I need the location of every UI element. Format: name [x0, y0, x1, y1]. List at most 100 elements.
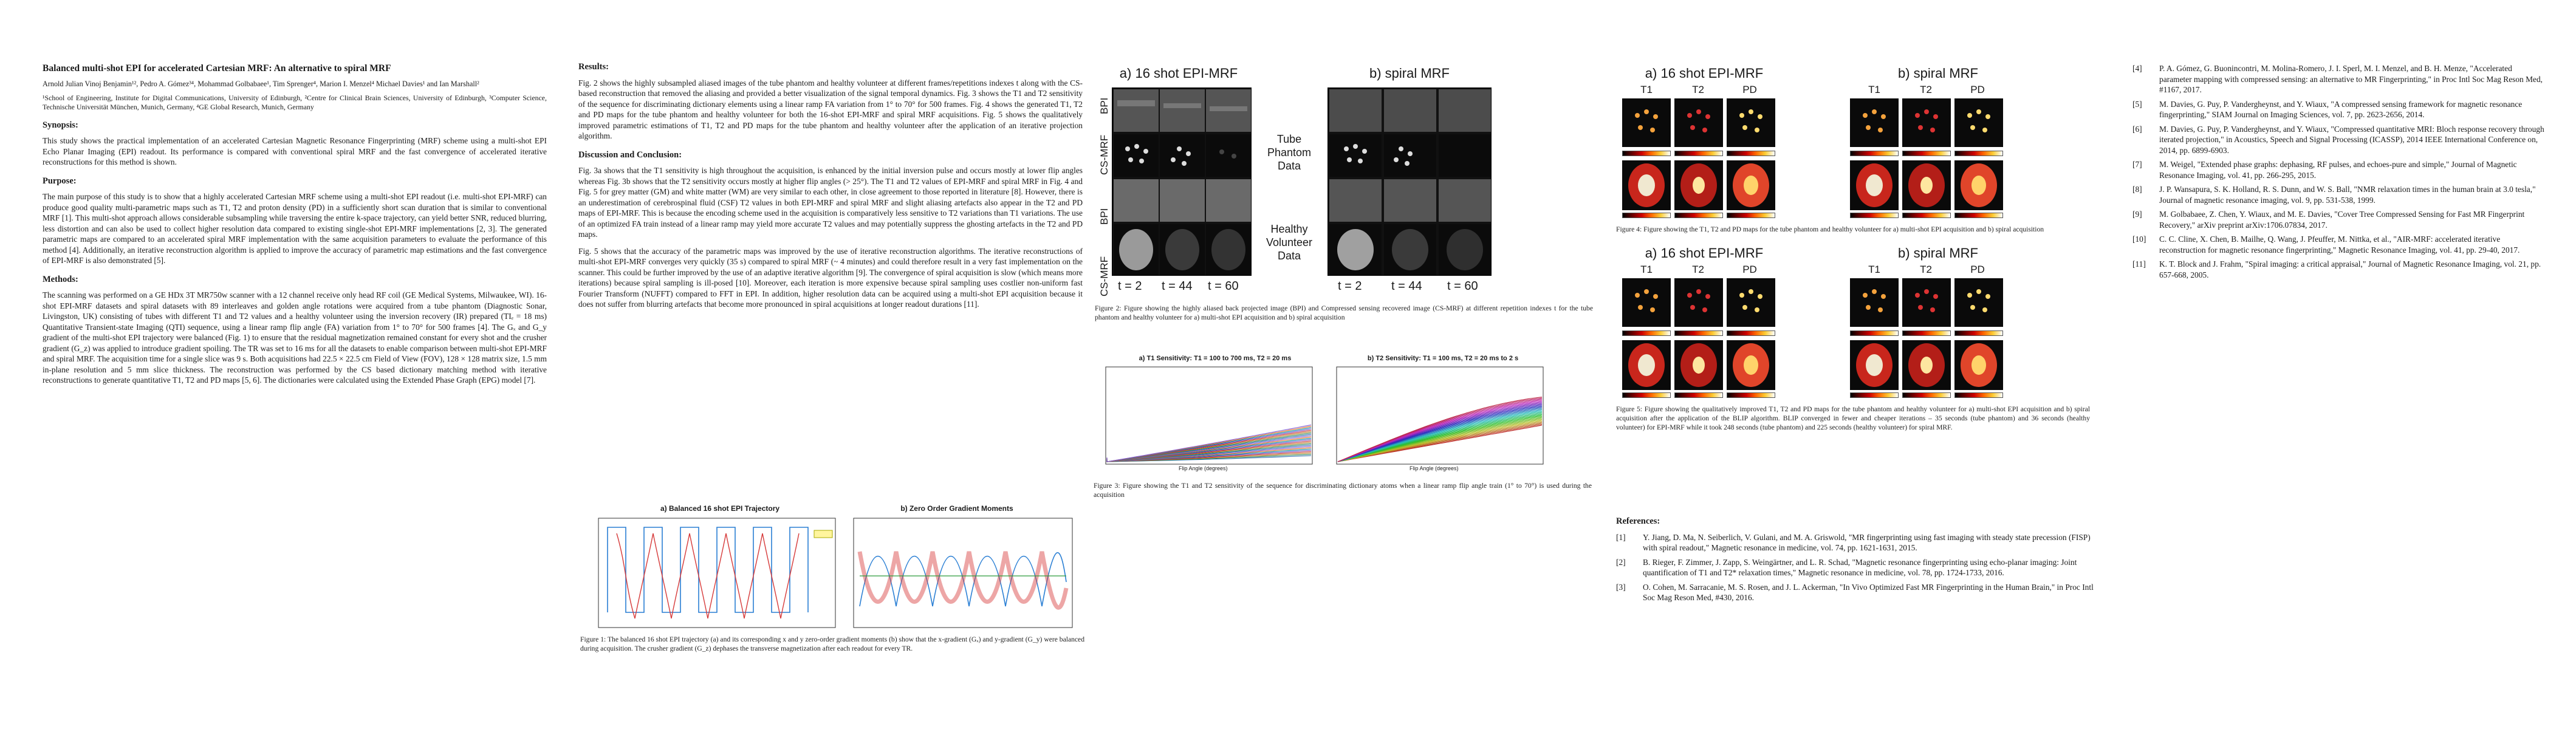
- fig2-time-label: t = 60: [1447, 279, 1478, 293]
- reference-number: [11]: [2132, 259, 2146, 269]
- purpose-text: The main purpose of this study is to sho…: [43, 192, 547, 265]
- fig5-caption: Figure 5: Figure showing the qualitative…: [1616, 405, 2090, 431]
- colorbar: [1674, 213, 1723, 218]
- reference-number: [4]: [2132, 64, 2142, 73]
- methods-text: The scanning was performed on a GE HDx 3…: [43, 290, 547, 385]
- fig4-brain-spiral: [1850, 160, 2008, 210]
- colorbar: [1622, 213, 1671, 218]
- colorbar: [1902, 392, 1951, 398]
- reference-number: [7]: [2132, 160, 2142, 169]
- column-2: Results: Fig. 2 shows the highly subsamp…: [578, 58, 1083, 316]
- reference-number: [5]: [2132, 99, 2142, 109]
- figure-1: a) Balanced 16 shot EPI Trajectory b) Ze…: [580, 504, 1084, 652]
- sensitivity-plots: [1105, 366, 1544, 465]
- sensitivity-curve: [1337, 397, 1543, 462]
- fig1-panel-b-title: b) Zero Order Gradient Moments: [900, 504, 1013, 513]
- colorbar: [1674, 330, 1723, 336]
- colorbar: [1850, 330, 1899, 336]
- fig5-title-b: b) spiral MRF: [1897, 245, 1978, 261]
- figure-2: a) 16 shot EPI-MRF b) spiral MRF BPI CS-…: [1088, 66, 1593, 345]
- colorbar: [1622, 330, 1671, 336]
- map-label: PD: [1970, 84, 1985, 95]
- reference-item: [4] P. A. Gómez, G. Buonincontri, M. Moli…: [2132, 63, 2546, 95]
- colorbar: [1954, 151, 2003, 156]
- fig3-panel-b-title: b) T2 Sensitivity: T1 = 100 ms, T2 = 20 …: [1367, 355, 1519, 362]
- fig2-time-label: t = 44: [1162, 279, 1193, 293]
- fig2-row-label: BPI: [1098, 97, 1110, 114]
- fig2-time-label: t = 2: [1118, 279, 1142, 293]
- results-heading: Results:: [578, 62, 609, 72]
- fig4-title-b: b) spiral MRF: [1897, 66, 1978, 81]
- fig2-row-label: CS-MRF: [1098, 256, 1110, 296]
- reference-text: M. Davies, G. Puy, P. Vandergheynst, and…: [2159, 124, 2544, 155]
- reference-text: C. C. Cline, X. Chen, B. Mailhe, Q. Wang…: [2159, 234, 2520, 255]
- reference-number: [6]: [2132, 124, 2142, 134]
- colorbar: [1850, 392, 1899, 398]
- map-label: T2: [1692, 264, 1704, 275]
- map-label: T1: [1868, 264, 1880, 275]
- discussion-text-1: Fig. 3a shows that the T1 sensitivity is…: [578, 166, 1083, 239]
- fig4-maps-epi: [1622, 98, 1780, 147]
- colorbar: [1902, 330, 1951, 336]
- colorbar: [1727, 330, 1775, 336]
- reference-item: [7] M. Weigel, "Extended phase graphs: de…: [2132, 159, 2546, 180]
- colorbar: [1954, 392, 2003, 398]
- results-text: Fig. 2 shows the highly subsampled alias…: [578, 78, 1083, 141]
- colorbar: [1727, 213, 1775, 218]
- map-label: PD: [1742, 264, 1757, 275]
- fig5-title-a: a) 16 shot EPI-MRF: [1645, 245, 1764, 261]
- reference-number: [1]: [1616, 532, 1626, 542]
- purpose-heading: Purpose:: [43, 176, 77, 186]
- fig4-caption: Figure 4: Figure showing the T1, T2 and …: [1616, 225, 2044, 233]
- figure-3: a) T1 Sensitivity: T1 = 100 to 700 ms, T…: [1088, 355, 1592, 488]
- author-list: Arnold Julian Vinoj Benjamin¹², Pedro A.…: [43, 79, 479, 88]
- fig5-maps-epi: [1622, 278, 1780, 327]
- map-label: PD: [1970, 264, 1985, 275]
- references-heading: References:: [1616, 516, 1660, 526]
- reference-number: [10]: [2132, 234, 2146, 244]
- reference-item: [9] M. Golbabaee, Z. Chen, Y. Wiaux, and …: [2132, 209, 2546, 230]
- colorbar: [1954, 330, 2003, 336]
- reference-text: K. T. Block and J. Frahm, "Spiral imagin…: [2159, 259, 2541, 279]
- map-label: T2: [1692, 84, 1704, 95]
- reference-item: [11] K. T. Block and J. Frahm, "Spiral im…: [2132, 259, 2546, 280]
- fig1-panel-a-title: a) Balanced 16 shot EPI Trajectory: [660, 504, 780, 513]
- reference-text: J. P. Wansapura, S. K. Holland, R. S. Du…: [2159, 185, 2536, 205]
- colorbar: [1727, 392, 1775, 398]
- fig2-title-b: b) spiral MRF: [1369, 66, 1450, 81]
- colorbar: [1902, 151, 1951, 156]
- fig2-row-label: BPI: [1098, 208, 1110, 225]
- reference-text: M. Golbabaee, Z. Chen, Y. Wiaux, and M. …: [2159, 210, 2525, 230]
- methods-heading: Methods:: [43, 274, 78, 284]
- fig3-xlabel: Flip Angle (degrees): [1179, 465, 1228, 471]
- figure-4: a) 16 shot EPI-MRF b) spiral MRF T1 T2 P…: [1610, 66, 2114, 309]
- reference-item: [1] Y. Jiang, D. Ma, N. Seiberlich, V. Gu…: [1616, 532, 2102, 553]
- reference-number: [3]: [1616, 582, 1626, 592]
- epi-trajectory-plot: [598, 518, 1073, 628]
- fig3-panel-a-title: a) T1 Sensitivity: T1 = 100 to 700 ms, T…: [1139, 355, 1292, 362]
- colorbar: [1674, 151, 1723, 156]
- colorbar: [1902, 213, 1951, 218]
- reference-item: [2] B. Rieger, F. Zimmer, J. Zapp, S. Wei…: [1616, 557, 2102, 578]
- fig2-time-label: t = 60: [1208, 279, 1239, 293]
- colorbar: [1674, 392, 1723, 398]
- reference-text: O. Cohen, M. Sarracanie, M. S. Rosen, an…: [1643, 582, 2094, 603]
- fig2-side-label-volunteer: Healthy Volunteer Data: [1266, 223, 1313, 262]
- fig2-title-a: a) 16 shot EPI-MRF: [1119, 66, 1238, 81]
- fig4-maps-spiral: [1850, 98, 2008, 147]
- colorbar: [1727, 151, 1775, 156]
- map-label: T1: [1868, 84, 1880, 95]
- map-label: PD: [1742, 84, 1757, 95]
- fig2-caption: Figure 2: Figure showing the highly alia…: [1095, 304, 1593, 321]
- colorbar: [1622, 392, 1671, 398]
- fig4-title-a: a) 16 shot EPI-MRF: [1645, 66, 1764, 81]
- fig2-side-label-phantom: Tube Phantom Data: [1267, 133, 1312, 172]
- fig5-brain-epi: [1622, 340, 1780, 390]
- fig4-brain-epi: [1622, 160, 1780, 210]
- fig1-caption: Figure 1: The balanced 16 shot EPI traje…: [580, 635, 1084, 652]
- reference-text: B. Rieger, F. Zimmer, J. Zapp, S. Weingä…: [1643, 557, 2077, 578]
- map-label: T2: [1920, 264, 1932, 275]
- fig5-maps-spiral: [1850, 278, 2008, 327]
- reference-number: [9]: [2132, 210, 2142, 219]
- sensitivity-curve: [1106, 424, 1312, 462]
